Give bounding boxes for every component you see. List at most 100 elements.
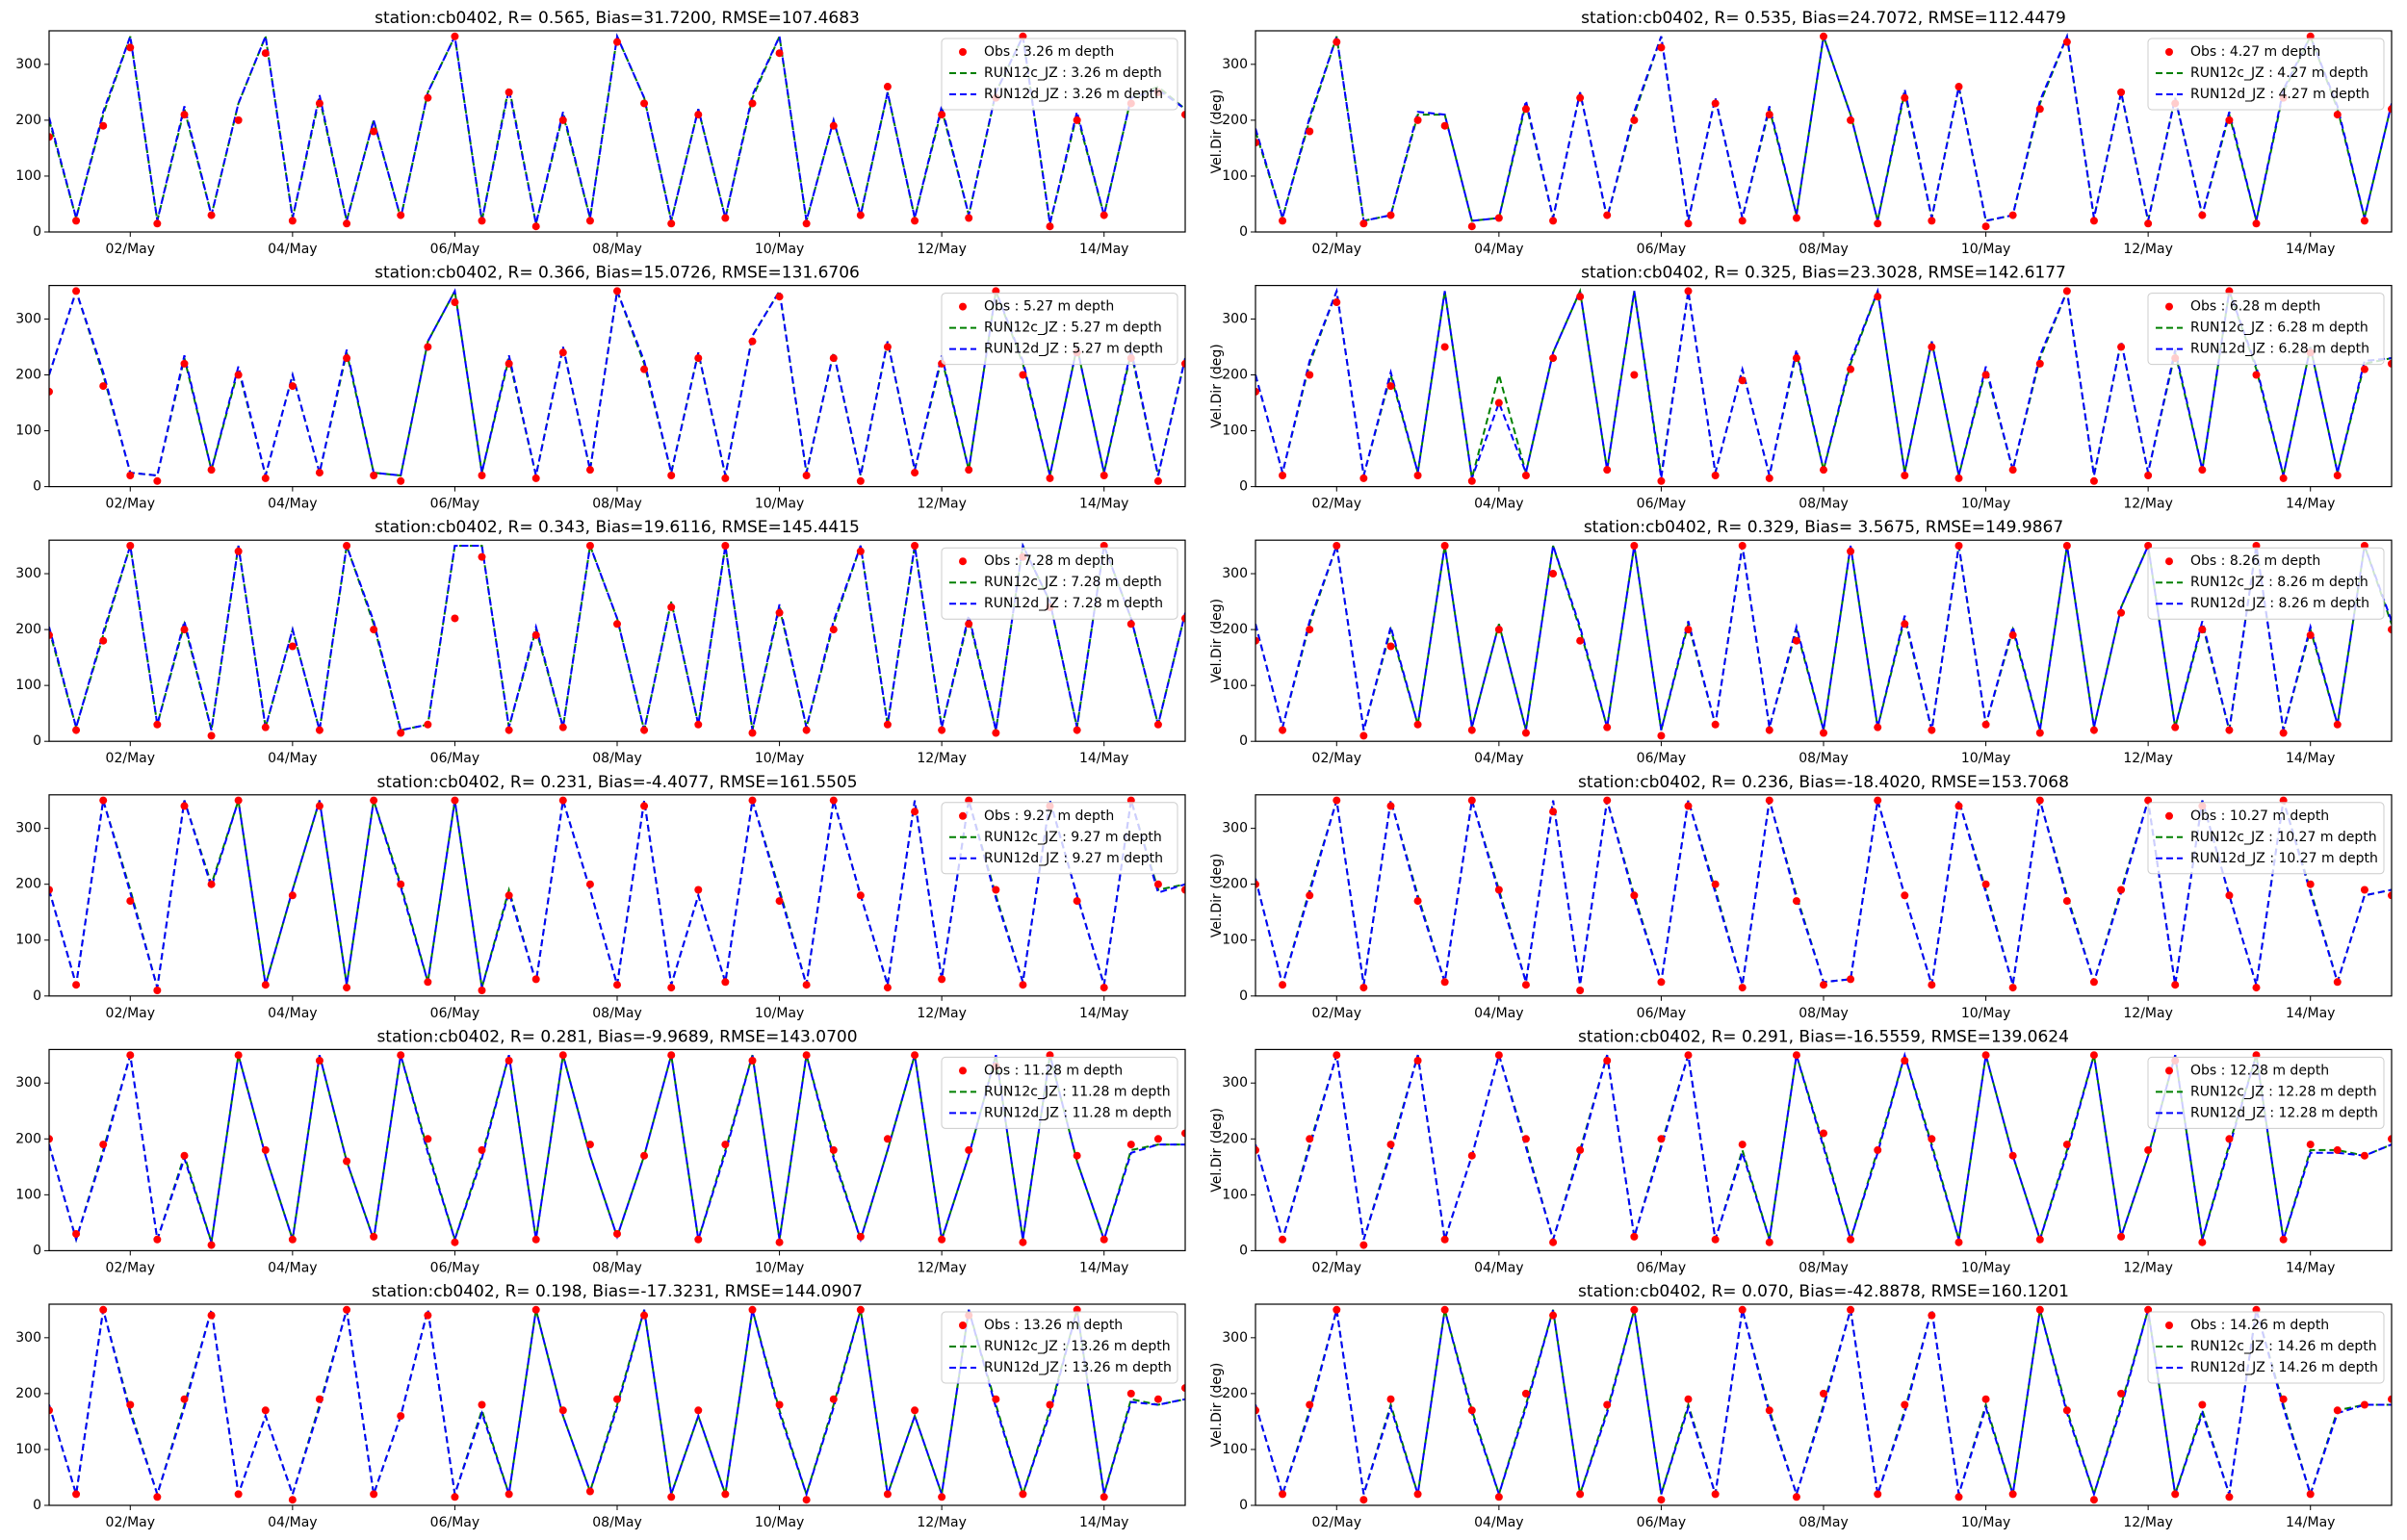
x-tick-label: 10/May [1961, 242, 2010, 257]
y-tick-label: 300 [1222, 566, 1248, 581]
obs-point [1494, 214, 1503, 222]
obs-point [585, 1487, 594, 1496]
obs-point [1630, 542, 1639, 551]
obs-point [938, 1235, 946, 1244]
x-tick-label: 08/May [592, 751, 641, 766]
obs-point [1928, 726, 1936, 734]
obs-point [261, 723, 270, 732]
obs-point [1792, 897, 1800, 906]
obs-point [1765, 796, 1773, 805]
x-tick-label: 14/May [1079, 1260, 1128, 1275]
obs-point [1306, 1400, 1314, 1409]
obs-point [802, 981, 811, 989]
x-tick-label: 02/May [106, 242, 155, 257]
obs-point [288, 642, 297, 651]
obs-point [424, 1135, 432, 1143]
obs-point [911, 1406, 919, 1415]
plot-area [49, 542, 1185, 740]
obs-point [153, 720, 162, 729]
obs-point [856, 1305, 865, 1314]
legend-marker [2165, 557, 2173, 566]
obs-point [1792, 636, 1800, 645]
obs-point [288, 1496, 297, 1504]
x-tick-label: 08/May [1799, 242, 1848, 257]
legend-marker [959, 1066, 967, 1075]
y-tick-label: 0 [1239, 733, 1248, 749]
obs-point [180, 359, 189, 368]
obs-point [1928, 1135, 1936, 1143]
legend-marker [959, 1322, 967, 1329]
axes-frame [48, 30, 1186, 233]
legend-marker [2165, 302, 2173, 311]
x-tick-label: 14/May [1079, 1006, 1128, 1021]
obs-point [2008, 630, 2017, 639]
obs-point [1126, 1141, 1135, 1149]
y-tick-label: 200 [15, 877, 41, 892]
obs-point [1306, 891, 1314, 900]
obs-point [1073, 897, 1081, 906]
obs-point [424, 93, 432, 102]
obs-point [1901, 93, 1909, 102]
legend-label: RUN12c_JZ : 4.27 m depth [2190, 65, 2368, 81]
obs-point [261, 49, 270, 58]
obs-point [802, 1496, 811, 1504]
obs-point [1359, 219, 1368, 228]
obs-point [965, 620, 973, 629]
obs-point [1711, 471, 1720, 479]
y-tick-label: 200 [15, 367, 41, 382]
obs-point [234, 796, 243, 805]
obs-point [1467, 1406, 1476, 1415]
obs-point [370, 471, 378, 479]
obs-point [1603, 1400, 1612, 1409]
obs-point [802, 1051, 811, 1060]
obs-point [99, 1305, 108, 1314]
x-tick-label: 12/May [2123, 1515, 2172, 1530]
obs-point [2117, 608, 2126, 617]
obs-point [1630, 116, 1639, 124]
obs-point [694, 111, 703, 119]
y-axis-label: Vel.Dir (deg) [1209, 344, 1225, 428]
x-tick-label: 02/May [1312, 1515, 1361, 1530]
obs-point [1386, 211, 1395, 219]
obs-point [883, 720, 892, 729]
obs-point [234, 547, 243, 555]
x-tick-label: 06/May [1637, 751, 1686, 766]
legend-box [2147, 38, 2385, 111]
obs-point [1738, 1141, 1747, 1149]
obs-point [1413, 1057, 1422, 1065]
x-tick-label: 12/May [2123, 242, 2172, 257]
obs-point [1073, 1151, 1081, 1160]
obs-point [2008, 211, 2017, 219]
obs-point [99, 121, 108, 130]
y-tick-label: 300 [15, 311, 41, 326]
obs-point [1153, 1395, 1162, 1403]
obs-point [2198, 1400, 2207, 1409]
obs-point [1255, 387, 1259, 396]
obs-point [694, 1235, 703, 1244]
legend-label: RUN12c_JZ : 10.27 m depth [2190, 830, 2377, 845]
legend-box [2147, 1056, 2385, 1129]
obs-point [531, 1305, 540, 1314]
obs-point [748, 1057, 757, 1065]
y-tick-label: 300 [15, 566, 41, 581]
legend-label: Obs : 5.27 m depth [984, 299, 1114, 315]
y-tick-label: 100 [15, 933, 41, 948]
obs-point [1820, 981, 1827, 989]
obs-point [1603, 211, 1612, 219]
obs-point [288, 891, 297, 900]
obs-point [72, 217, 81, 225]
obs-point [397, 729, 405, 737]
obs-point [2388, 891, 2392, 900]
obs-point [802, 726, 811, 734]
obs-point [1100, 211, 1108, 219]
obs-point [1820, 466, 1827, 475]
obs-point [343, 1305, 351, 1314]
obs-point [1306, 371, 1314, 379]
obs-point [829, 121, 838, 130]
obs-point [2117, 343, 2126, 351]
obs-point [1847, 116, 1855, 124]
obs-point [856, 476, 865, 485]
x-tick-label: 02/May [106, 1515, 155, 1530]
obs-point [1576, 1490, 1585, 1499]
obs-point [478, 1400, 486, 1409]
